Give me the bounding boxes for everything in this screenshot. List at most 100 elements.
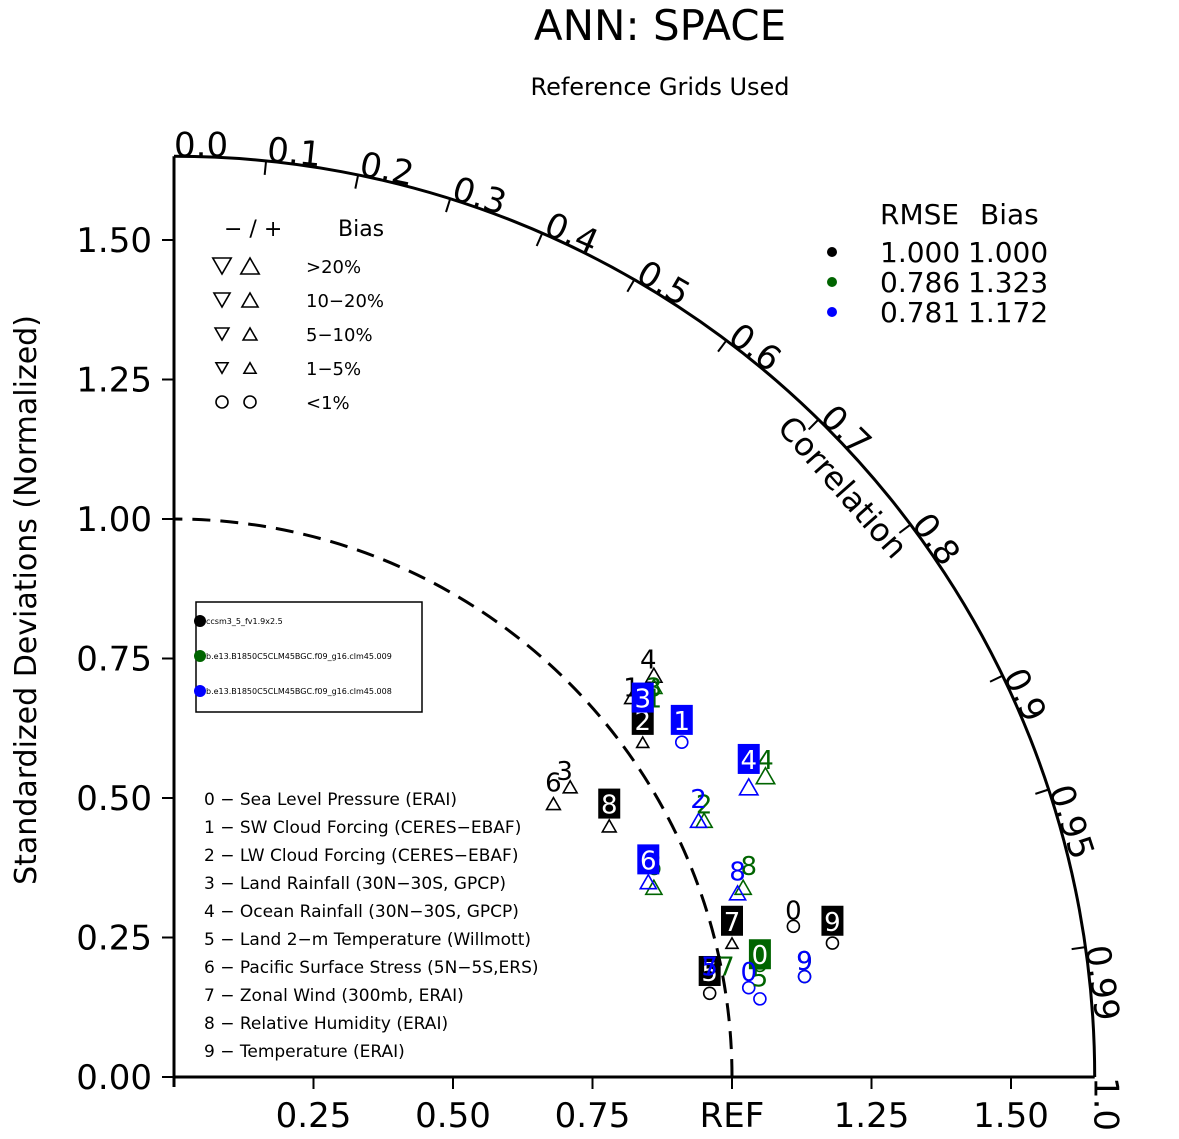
data-point-box <box>670 704 693 735</box>
data-point-label: 8 <box>729 858 746 888</box>
rmse-value: 0.781 <box>880 296 960 329</box>
bias-legend-signs: − / + <box>224 217 282 242</box>
data-point-box <box>721 905 743 936</box>
correlation-tick-label: 0.95 <box>1040 780 1102 864</box>
x-tick-label: 0.25 <box>276 1096 352 1135</box>
bias-circle-marker <box>825 936 840 950</box>
data-point-label: 0 <box>785 897 802 927</box>
data-point-label: 0 <box>740 958 757 988</box>
bias-circle-marker <box>753 992 767 1006</box>
bias-header: Bias <box>980 198 1039 231</box>
bias-down-triangle-marker <box>213 327 231 342</box>
data-point-label: 2 <box>690 785 707 815</box>
legends-layer: − / + Bias >20% 10−20% 5−10% 1−5% <1% RMSE Bias 1… <box>194 198 1048 1062</box>
data-point-box <box>598 788 621 819</box>
bias-up-triangle-marker <box>561 779 579 794</box>
rmse-bias-color-dot <box>827 247 837 257</box>
bias-value: 1.172 <box>968 296 1048 329</box>
x-tick-label: REF <box>700 1096 765 1135</box>
data-point-label: 2 <box>634 707 651 737</box>
correlation-tick-label: 0.6 <box>721 316 788 380</box>
marks-layer: 012345678901234567890123456789 <box>545 646 844 1006</box>
bias-value: 1.323 <box>968 266 1048 299</box>
bias-down-triangle-marker <box>214 361 230 375</box>
data-point-label: 7 <box>718 952 735 982</box>
case-legend-label: ccsm3_5_fv1.9x2.5 <box>206 617 283 626</box>
correlation-tick-label: 0.2 <box>356 145 417 195</box>
correlation-tick-label: 0.99 <box>1077 943 1127 1024</box>
correlation-tick <box>354 174 360 189</box>
correlation-tick <box>989 674 1004 683</box>
bias-value: 1.000 <box>968 236 1048 269</box>
data-point-label: 4 <box>640 646 657 676</box>
bias-up-triangle-marker <box>644 878 664 896</box>
bias-up-triangle-marker <box>600 818 618 833</box>
data-point-label: 4 <box>740 746 757 776</box>
y-tick-label: 1.50 <box>76 221 152 261</box>
y-tick-label: 0.50 <box>76 779 152 819</box>
data-point-label: 7 <box>724 908 741 938</box>
correlation-tick <box>535 232 544 247</box>
data-point-label: 6 <box>640 846 657 876</box>
correlation-arc <box>173 154 1097 1078</box>
bias-circle-marker <box>674 735 689 750</box>
y-tick-label: 0.00 <box>76 1058 152 1098</box>
correlation-tick <box>717 339 728 353</box>
data-point-box <box>637 844 660 875</box>
variable-legend-item: 2 − LW Cloud Forcing (CERES−EBAF) <box>204 846 518 866</box>
bias-legend-label: 10−20% <box>306 291 384 312</box>
bias-circle-marker <box>741 980 756 995</box>
data-point-box <box>631 682 654 713</box>
bias-circle-marker <box>786 919 801 934</box>
correlation-tick <box>1071 946 1086 951</box>
bias-legend-label: 5−10% <box>306 325 373 346</box>
bias-up-triangle-marker <box>635 735 651 749</box>
variable-legend-item: 7 − Zonal Wind (300mb, ERAI) <box>204 986 464 1006</box>
data-point-label: 1 <box>674 707 691 737</box>
bias-circle-marker <box>243 395 257 409</box>
correlation-tick <box>626 279 636 293</box>
variable-legend-item: 8 − Relative Humidity (ERAI) <box>204 1014 448 1034</box>
variable-legend-item: 9 − Temperature (ERAI) <box>204 1042 405 1062</box>
bias-down-triangle-marker <box>211 257 233 276</box>
case-legend-label: b.e13.B1850C5CLM45BGC.f09_g16.clm45.008 <box>206 687 392 696</box>
bias-up-triangle-marker <box>241 326 259 341</box>
rmse-header: RMSE <box>880 198 959 231</box>
bias-up-triangle-marker <box>724 936 740 950</box>
y-tick-label: 0.25 <box>76 919 152 959</box>
bias-up-triangle-marker <box>239 256 261 275</box>
bias-up-triangle-marker <box>545 795 562 811</box>
variable-legend-item: 4 − Ocean Rainfall (30N−30S, GPCP) <box>204 902 519 922</box>
variable-legend-item: 5 − Land 2−m Temperature (Willmott) <box>204 930 531 950</box>
bias-up-triangle-marker <box>754 766 777 785</box>
case-legend-dot <box>194 615 206 627</box>
data-point-label: 2 <box>696 791 713 821</box>
data-point-label: 3 <box>556 757 573 787</box>
bias-legend-header: Bias <box>338 217 384 242</box>
correlation-tick-label: 0.3 <box>448 169 512 223</box>
bias-legend-label: <1% <box>306 393 350 414</box>
correlation-tick <box>263 160 268 175</box>
rmse-value: 1.000 <box>880 236 960 269</box>
data-point-label: 9 <box>796 947 813 977</box>
variable-legend-item: 0 − Sea Level Pressure (ERAI) <box>204 790 457 810</box>
rmse-bias-color-dot <box>827 307 837 317</box>
data-point-label: 4 <box>757 746 774 776</box>
data-point-label: 7 <box>701 952 718 982</box>
bias-legend-label: >20% <box>306 257 361 278</box>
bias-legend-label: 1−5% <box>306 359 361 380</box>
correlation-tick <box>898 523 912 534</box>
bias-up-triangle-marker <box>240 291 260 308</box>
correlation-tick-label: 0.9 <box>994 662 1054 728</box>
bias-up-triangle-marker <box>242 361 258 375</box>
data-point-label: 9 <box>824 908 841 938</box>
case-legend-dot <box>194 685 206 697</box>
correlation-tick <box>807 418 820 431</box>
data-point-label: 5 <box>752 964 769 994</box>
bias-up-triangle-marker <box>644 666 664 684</box>
bias-circle-marker <box>215 395 229 409</box>
bias-up-triangle-marker <box>638 873 658 890</box>
bias-down-triangle-marker <box>212 292 232 309</box>
y-tick-label: 1.25 <box>76 361 152 401</box>
